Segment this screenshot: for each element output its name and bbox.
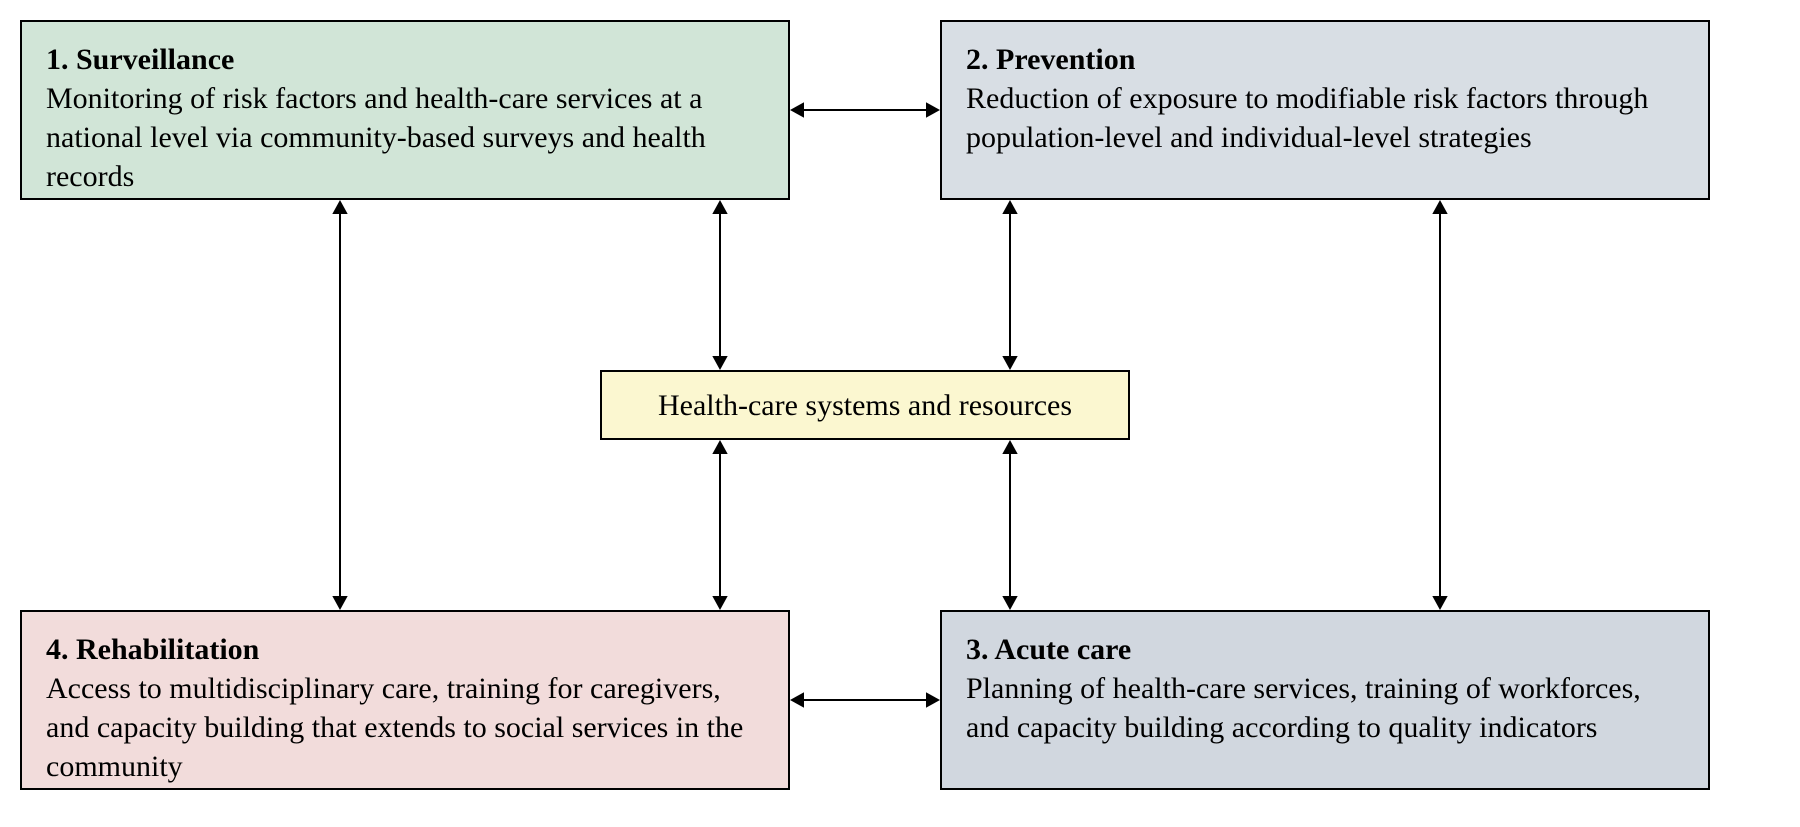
box-prevention-body: Reduction of exposure to modifiable risk… <box>966 79 1684 157</box>
box-rehabilitation-body: Access to multidisciplinary care, traini… <box>46 669 764 786</box>
box-prevention-title: 2. Prevention <box>966 40 1684 79</box>
box-rehabilitation: 4. Rehabilitation Access to multidiscipl… <box>20 610 790 790</box>
box-surveillance: 1. Surveillance Monitoring of risk facto… <box>20 20 790 200</box>
box-surveillance-title: 1. Surveillance <box>46 40 764 79</box>
box-acute-care: 3. Acute care Planning of health-care se… <box>940 610 1710 790</box>
box-acute-care-title: 3. Acute care <box>966 630 1684 669</box>
box-surveillance-body: Monitoring of risk factors and health-ca… <box>46 79 764 196</box>
box-acute-care-body: Planning of health-care services, traini… <box>966 669 1684 747</box>
center-label: Health-care systems and resources <box>658 386 1072 425</box>
box-rehabilitation-title: 4. Rehabilitation <box>46 630 764 669</box>
box-center-health-care-systems: Health-care systems and resources <box>600 370 1130 440</box>
diagram-container: 1. Surveillance Monitoring of risk facto… <box>0 0 1800 827</box>
box-prevention: 2. Prevention Reduction of exposure to m… <box>940 20 1710 200</box>
